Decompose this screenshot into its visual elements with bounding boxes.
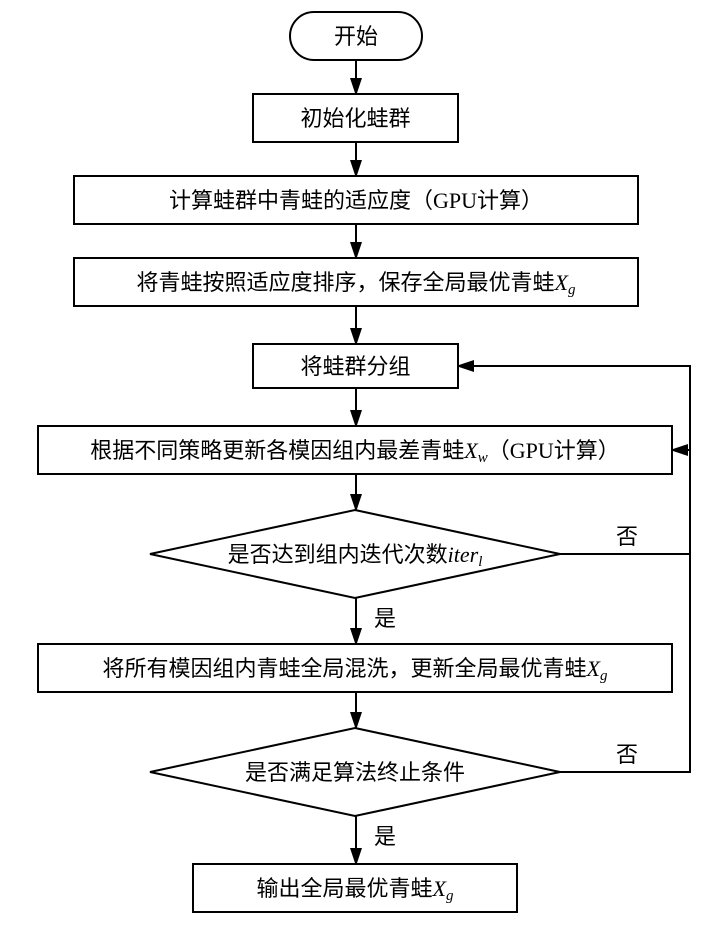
node-output: 输出全局最优青蛙Xg bbox=[193, 864, 517, 912]
edge-label-dec2-to-group: 否 bbox=[616, 742, 638, 767]
node-update: 根据不同策略更新各模因组内最差青蛙Xw（GPU计算） bbox=[38, 426, 672, 474]
node-label-update: 根据不同策略更新各模因组内最差青蛙Xw（GPU计算） bbox=[90, 438, 620, 467]
node-fitness: 计算蛙群中青蛙的适应度（GPU计算） bbox=[74, 176, 638, 224]
node-label-init: 初始化蛙群 bbox=[300, 106, 410, 131]
edge-label-dec2-to-output: 是 bbox=[374, 824, 396, 849]
node-label-fitness: 计算蛙群中青蛙的适应度（GPU计算） bbox=[169, 188, 543, 213]
node-shuffle: 将所有模因组内青蛙全局混洗，更新全局最优青蛙Xg bbox=[38, 644, 672, 692]
flowchart-diagram: 是否是否开始初始化蛙群计算蛙群中青蛙的适应度（GPU计算）将青蛙按照适应度排序，… bbox=[0, 0, 709, 937]
node-sort: 将青蛙按照适应度排序，保存全局最优青蛙Xg bbox=[74, 258, 638, 306]
node-label-shuffle: 将所有模因组内青蛙全局混洗，更新全局最优青蛙Xg bbox=[103, 656, 608, 685]
node-init: 初始化蛙群 bbox=[253, 94, 458, 142]
node-label-group: 将蛙群分组 bbox=[300, 354, 410, 379]
edge-label-dec1-to-shuffle: 是 bbox=[374, 606, 396, 631]
node-label-dec2: 是否满足算法终止条件 bbox=[245, 760, 465, 785]
node-label-start: 开始 bbox=[334, 24, 378, 49]
node-label-dec1: 是否达到组内迭代次数iterl bbox=[228, 542, 483, 571]
node-group: 将蛙群分组 bbox=[253, 344, 458, 388]
node-label-sort: 将青蛙按照适应度排序，保存全局最优青蛙Xg bbox=[137, 270, 576, 299]
edge-label-dec1-to-update: 否 bbox=[616, 524, 638, 549]
node-start: 开始 bbox=[290, 12, 422, 60]
node-dec2: 是否满足算法终止条件 bbox=[150, 728, 560, 816]
node-dec1: 是否达到组内迭代次数iterl bbox=[150, 510, 560, 598]
node-label-output: 输出全局最优青蛙Xg bbox=[257, 876, 454, 905]
